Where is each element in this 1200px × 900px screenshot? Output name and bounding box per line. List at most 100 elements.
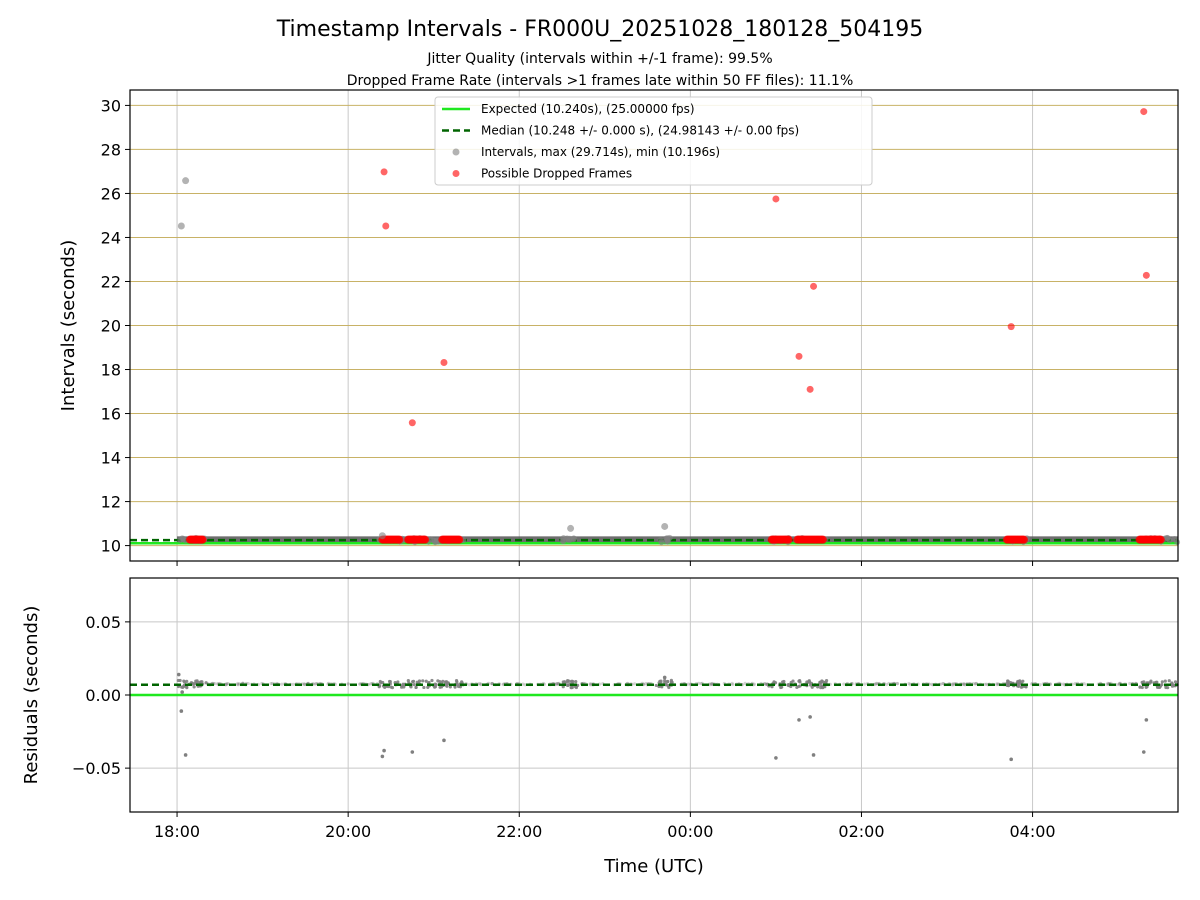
residual-point (644, 681, 648, 686)
residuals-y-axis-label: Residuals (seconds) (21, 606, 42, 785)
residual-point (523, 683, 527, 687)
residual-outlier-4 (380, 754, 385, 759)
x-tick-label-1: 20:00 (325, 822, 371, 841)
residual-point (192, 685, 196, 689)
residual-point (663, 678, 667, 683)
residual-point (863, 682, 867, 686)
intervals-y-tick-label-5: 20 (101, 317, 121, 336)
legend-swatch-intervals (452, 148, 460, 156)
residual-point (1021, 679, 1025, 683)
interval-point (1164, 535, 1171, 542)
residual-point (983, 682, 987, 686)
residual-point (479, 682, 483, 686)
residual-point (1105, 682, 1109, 686)
residual-point (396, 680, 400, 684)
residual-point (448, 685, 452, 689)
residual-point (204, 681, 208, 685)
residual-point (303, 682, 307, 687)
intervals-y-ticks: 10 12 14 16 18 20 22 24 26 28 30 (101, 96, 130, 556)
residual-point (269, 682, 273, 686)
residual-point (574, 679, 578, 684)
residual-outlier-10 (797, 718, 801, 722)
residual-point (439, 685, 444, 689)
residual-point (823, 680, 828, 685)
residual-point (764, 682, 768, 686)
residual-point (490, 682, 494, 686)
dropped-frame-cluster-point (421, 535, 430, 544)
residual-point (1160, 683, 1164, 687)
intervals-y-tick-label-9: 28 (101, 140, 121, 159)
residual-point (669, 680, 674, 684)
residual-point (664, 683, 668, 687)
legend-label-median: Median (10.248 +/- 0.000 s), (24.98143 +… (481, 124, 799, 138)
interval-outlier-1 (182, 177, 190, 185)
residual-point (908, 683, 912, 687)
residual-point (884, 682, 889, 687)
residual-point (456, 684, 461, 689)
residual-point (444, 680, 449, 684)
residual-point (708, 683, 712, 687)
residual-outlier-12 (811, 753, 816, 757)
residual-point (1163, 679, 1167, 683)
residual-point (818, 683, 822, 687)
residual-point (895, 681, 899, 686)
dropped-frame-cluster-point (1020, 535, 1029, 544)
residual-point (654, 683, 658, 688)
residual-point (588, 682, 592, 686)
residual-point (555, 682, 559, 686)
interval-outlier-3 (567, 524, 575, 532)
interval-point (559, 537, 566, 544)
residual-point (633, 682, 637, 686)
intervals-y-tick-label-7: 24 (101, 228, 121, 247)
residual-point (1170, 684, 1175, 688)
dropped-frame-5 (795, 352, 803, 360)
dropped-frame-3 (440, 358, 448, 366)
residual-point (779, 685, 783, 690)
residuals-y-tick-label-0: −0.05 (72, 759, 121, 778)
residual-point (743, 681, 747, 686)
interval-point (177, 537, 184, 544)
residual-point (806, 680, 810, 684)
residuals-data (130, 672, 1179, 762)
residual-point (686, 682, 690, 686)
residual-outlier-0 (176, 672, 181, 677)
residual-point (895, 682, 900, 686)
residual-point (798, 684, 802, 688)
residual-outlier-11 (808, 715, 812, 719)
intervals-x-ticks (176, 561, 1034, 566)
residual-point (414, 685, 418, 690)
residual-point (185, 686, 189, 690)
residual-point (819, 686, 823, 690)
residual-outlier-2 (180, 690, 184, 694)
residual-point (787, 682, 791, 687)
residual-outlier-9 (774, 756, 778, 760)
residual-point (401, 682, 405, 686)
residual-point (1138, 685, 1142, 689)
residual-point (191, 682, 195, 686)
dropped-frame-cluster-point (1156, 535, 1165, 544)
residual-point (951, 682, 955, 686)
residual-point (226, 682, 230, 686)
residual-point (1164, 685, 1168, 690)
residual-point (235, 682, 240, 687)
residual-point (1117, 682, 1121, 686)
residual-point (199, 680, 203, 684)
dropped-frame-10 (1142, 271, 1150, 279)
residual-point (346, 682, 350, 686)
residual-point (521, 682, 525, 686)
residual-point (1142, 680, 1146, 684)
residual-point (588, 683, 593, 687)
residual-outlier-1 (179, 709, 184, 713)
residual-point (962, 682, 966, 686)
residual-point (388, 680, 392, 684)
residual-point (490, 682, 494, 686)
intervals-y-tick-label-0: 10 (101, 537, 121, 556)
intervals-y-tick-label-3: 16 (101, 405, 121, 424)
residual-point (930, 682, 934, 686)
residual-point (421, 679, 425, 683)
intervals-y-axis-label: Intervals (seconds) (58, 240, 79, 412)
residual-point (730, 681, 734, 685)
residual-point (995, 683, 999, 687)
residual-point (1082, 682, 1086, 686)
residual-point (962, 682, 966, 686)
